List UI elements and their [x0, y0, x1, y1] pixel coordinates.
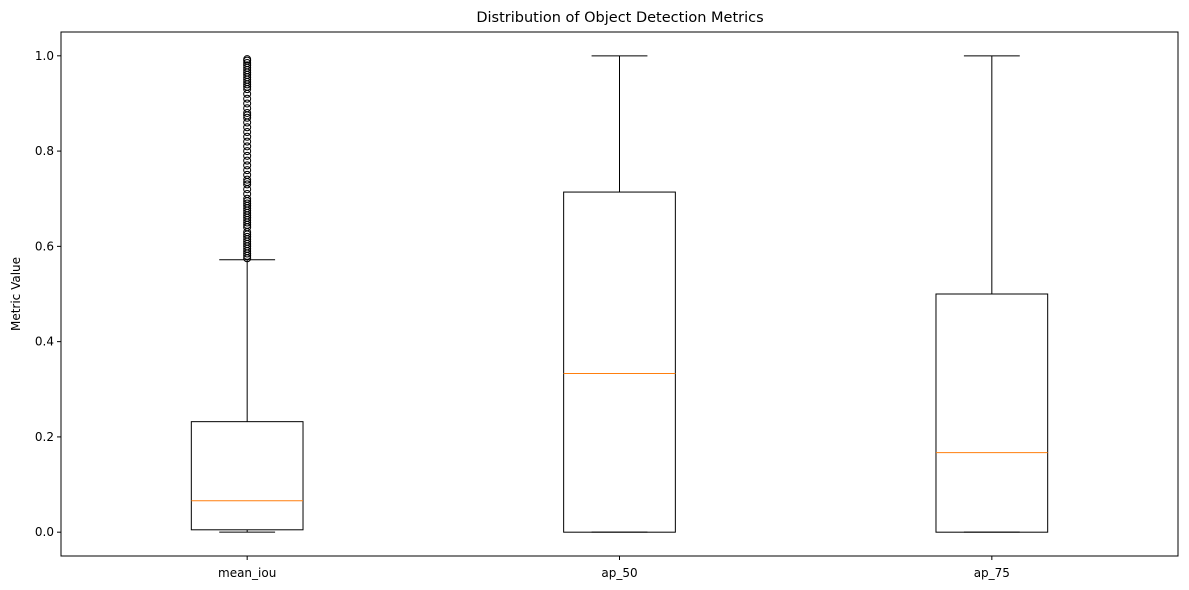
outlier-point: [243, 55, 252, 64]
y-axis-label: Metric Value: [9, 257, 23, 331]
x-tick-label: ap_75: [974, 566, 1010, 580]
chart-title: Distribution of Object Detection Metrics: [476, 10, 763, 26]
outlier-point: [243, 180, 252, 189]
outlier-point: [243, 194, 252, 203]
box-group-ap_75: [935, 55, 1049, 533]
box: [563, 191, 676, 533]
outlier-point: [243, 94, 252, 103]
outlier-point: [243, 58, 252, 67]
outlier-point: [243, 156, 252, 165]
outlier-point: [243, 166, 252, 175]
outlier-point: [243, 113, 252, 122]
box-group-mean_iou: [190, 55, 304, 533]
outlier-point: [243, 123, 252, 132]
outlier-point: [243, 142, 252, 151]
box-group-ap_50: [563, 55, 676, 533]
outlier-point: [243, 104, 252, 113]
outlier-point: [243, 199, 252, 208]
x-tick-label: mean_iou: [218, 566, 276, 580]
outlier-point: [243, 147, 252, 156]
outlier-point: [243, 132, 252, 141]
y-tick-label: 0.0: [35, 525, 54, 539]
outlier-point: [243, 170, 252, 179]
plot-frame: [60, 31, 1179, 557]
outlier-point: [243, 99, 252, 108]
y-tick-label: 0.8: [35, 144, 54, 158]
outlier-point: [243, 232, 252, 241]
outlier-point: [243, 137, 252, 146]
x-tick-label: ap_50: [601, 566, 637, 580]
y-tick-label: 0.4: [35, 335, 54, 349]
outlier-point: [243, 175, 252, 184]
plot-area: 0.0 0.2 0.4 0.6 0.8 1.0 mean_iou ap_50 ap_75: [35, 49, 1049, 580]
box: [190, 421, 304, 531]
y-tick-label: 0.6: [35, 239, 54, 253]
outlier-point: [243, 61, 252, 70]
outlier-point: [243, 151, 252, 160]
outlier-point: [243, 128, 252, 137]
outlier-point: [243, 161, 252, 170]
box: [935, 293, 1049, 533]
outlier-point: [243, 108, 252, 117]
y-tick-label: 0.2: [35, 430, 54, 444]
outlier-point: [243, 189, 252, 198]
y-tick-label: 1.0: [35, 49, 54, 63]
